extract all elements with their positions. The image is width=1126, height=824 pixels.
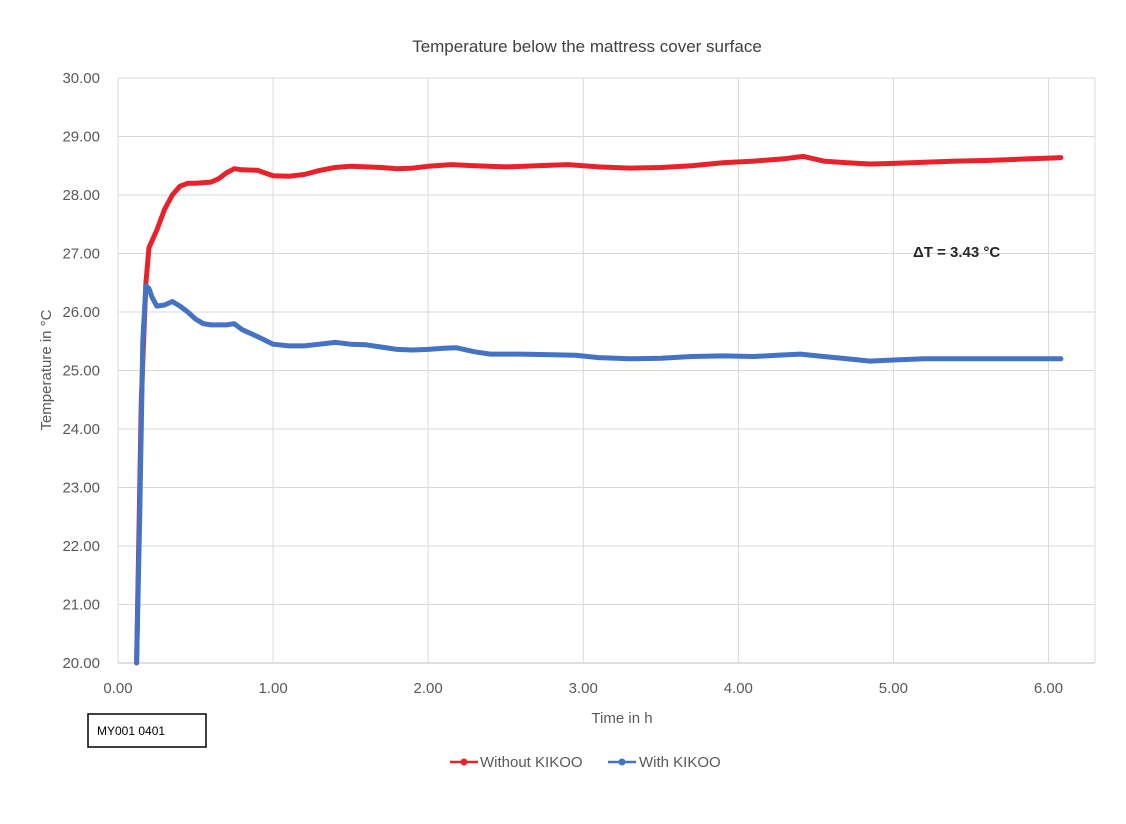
y-tick-label: 24.00 <box>62 421 100 438</box>
tick-layer: 20.00 21.00 22.00 23.00 24.00 25.00 26.00 27.00… <box>62 70 1063 697</box>
x-axis-title: Time in h <box>591 710 652 727</box>
legend-marker-without-kikoo <box>460 758 468 766</box>
y-tick-label: 20.00 <box>62 655 100 672</box>
y-tick-label: 26.00 <box>62 304 100 321</box>
delta-t-annotation: ΔT = 3.43 °C <box>913 244 1000 261</box>
chart-title: Temperature below the mattress cover sur… <box>412 37 762 56</box>
legend-marker-with-kikoo <box>618 758 626 766</box>
sample-id-box: MY001 0401 <box>87 713 207 748</box>
legend-label-without-kikoo: Without KIKOO <box>480 754 583 771</box>
sample-id-label: MY001 0401 <box>97 724 165 738</box>
legend: Without KIKOO With KIKOO <box>450 754 721 771</box>
legend-item-without-kikoo: Without KIKOO <box>450 754 583 771</box>
y-tick-label: 23.00 <box>62 480 100 497</box>
x-tick-label: 3.00 <box>569 680 598 697</box>
legend-label-with-kikoo: With KIKOO <box>639 754 721 771</box>
y-tick-label: 21.00 <box>62 597 100 614</box>
x-tick-label: 0.00 <box>103 680 132 697</box>
series-layer <box>134 153 1064 666</box>
y-tick-label: 27.00 <box>62 246 100 263</box>
x-tick-label: 5.00 <box>879 680 908 697</box>
grid-layer <box>117 77 1096 664</box>
x-tick-label: 2.00 <box>414 680 443 697</box>
y-tick-label: 30.00 <box>62 70 100 87</box>
x-tick-label: 1.00 <box>258 680 287 697</box>
y-axis-title: Temperature in °C <box>38 309 55 430</box>
y-tick-label: 28.00 <box>62 187 100 204</box>
legend-item-with-kikoo: With KIKOO <box>608 754 721 771</box>
series-line-with-kikoo <box>134 283 1064 666</box>
y-tick-label: 25.00 <box>62 363 100 380</box>
series-line-without-kikoo <box>134 153 1064 666</box>
x-tick-label: 4.00 <box>724 680 753 697</box>
y-tick-label: 22.00 <box>62 538 100 555</box>
y-tick-label: 29.00 <box>62 129 100 146</box>
x-tick-label: 6.00 <box>1034 680 1063 697</box>
